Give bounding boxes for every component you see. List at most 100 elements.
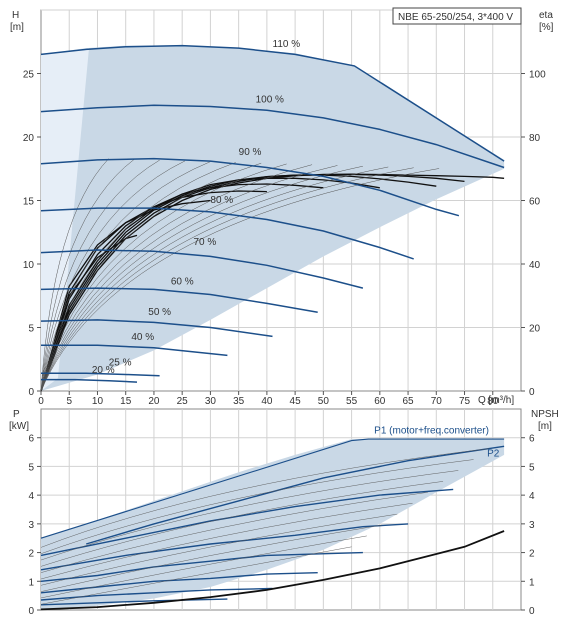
- p-axis-unit: [kW]: [9, 421, 29, 432]
- eta-curve: [40, 199, 211, 392]
- y-tick-label: 15: [23, 197, 35, 208]
- npsh-line: [40, 530, 505, 611]
- eta-fan-line: [40, 165, 338, 392]
- head-curve: [40, 157, 460, 217]
- x-tick-label: 0: [38, 396, 44, 407]
- top-head-curves: 110 % 100 % 90 % 80 % 70 % 60 % 50 % 40 % 25 %20…: [40, 39, 505, 383]
- head-curve-label: 40 %: [131, 332, 154, 343]
- npsh-curve: [40, 530, 505, 611]
- head-curve-label: 90 %: [239, 147, 262, 158]
- eta-curve: [40, 173, 505, 392]
- power-fan-line: [40, 502, 413, 580]
- p-tick-label: 0: [28, 606, 34, 617]
- eta-fan-line: [40, 162, 262, 392]
- head-curve-label: 60 %: [171, 276, 194, 287]
- power-fan-line: [40, 481, 444, 567]
- head-curve-label: 100 %: [256, 95, 284, 106]
- eta-tick-label: 80: [529, 133, 541, 144]
- npsh-tick-label: 5: [529, 462, 535, 473]
- x-tick-label: 30: [205, 396, 217, 407]
- eta-curve: [40, 190, 267, 392]
- p-axis-label: P: [13, 409, 20, 420]
- npsh-tick-label: 3: [529, 520, 535, 531]
- eta-fan-line: [40, 167, 414, 392]
- power-curve: [40, 551, 363, 582]
- eta-fan-line: [40, 158, 109, 392]
- x-tick-label: 45: [290, 396, 302, 407]
- head-curve-label: 70 %: [193, 237, 216, 248]
- eta-fan-line: [40, 162, 236, 392]
- top-axes: 0 5 10 15 20 25 30 35 40 45 50 55 60 65 70 75 80 0 5 10 15 20…: [23, 70, 546, 408]
- power-fan-line: [40, 535, 367, 599]
- top-eta-curves: [40, 158, 505, 392]
- x-tick-label: 10: [92, 396, 104, 407]
- head-curve: [41, 344, 228, 357]
- x-tick-label: 5: [66, 396, 72, 407]
- npsh-axis-label: NPSH: [531, 409, 559, 420]
- eta-fan-line: [40, 159, 160, 392]
- npsh-tick-label: 6: [529, 434, 535, 445]
- npsh-tick-label: 4: [529, 491, 535, 502]
- head-curve: [41, 372, 160, 377]
- p-tick-label: 3: [28, 520, 34, 531]
- eta-axis-label: eta: [539, 10, 553, 21]
- y-tick-label: 10: [23, 260, 35, 271]
- p-tick-label: 5: [28, 462, 34, 473]
- chart-title: NBE 65-250/254, 3*400 V: [398, 12, 513, 23]
- x-tick-label: 55: [346, 396, 358, 407]
- x-tick-label: 80: [487, 396, 499, 407]
- h-axis-unit: [m]: [10, 22, 24, 33]
- power-fan-line: [40, 459, 474, 554]
- power-curve-label: P1 (motor+freq.converter): [374, 425, 489, 436]
- x-tick-label: 40: [261, 396, 273, 407]
- eta-fan-line: [40, 163, 287, 392]
- eta-curve: [40, 177, 380, 392]
- head-curve-label: 25 %: [109, 358, 132, 369]
- p-tick-label: 4: [28, 491, 34, 502]
- power-fan-line: [40, 546, 352, 605]
- eta-fan-line: [40, 160, 186, 392]
- head-curve-label: 20 %: [92, 365, 115, 376]
- x-tick-label: 35: [233, 396, 245, 407]
- eta-tick-label: 20: [529, 324, 541, 335]
- y-tick-label: 0: [28, 387, 34, 398]
- head-curve: [41, 378, 138, 383]
- power-fan-line: [40, 470, 459, 561]
- head-curve-label: 50 %: [148, 307, 171, 318]
- eta-fan-line: [40, 159, 135, 392]
- p-tick-label: 2: [28, 549, 34, 560]
- power-fan-line: [40, 448, 489, 548]
- head-curve: [40, 207, 414, 260]
- envelope-left-band: [41, 48, 89, 391]
- head-curve-label: 110 %: [273, 39, 301, 50]
- head-curve: [40, 319, 273, 338]
- x-tick-label: 65: [402, 396, 414, 407]
- head-curve: [40, 249, 364, 289]
- chart-title-box: [392, 7, 522, 25]
- x-tick-label: 50: [318, 396, 330, 407]
- power-fan-line: [40, 513, 398, 586]
- eta-axis-unit: [%]: [539, 22, 554, 33]
- power-curve: [40, 523, 409, 571]
- head-curve: [40, 287, 318, 314]
- y-tick-label: 5: [28, 324, 34, 335]
- power-fan-line: [40, 492, 428, 573]
- q-axis-label: Q [m³/h]: [478, 395, 514, 406]
- eta-tick-label: 0: [529, 387, 535, 398]
- p-tick-label: 1: [28, 577, 34, 588]
- p-tick-label: 6: [28, 434, 34, 445]
- npsh-axis-unit: [m]: [538, 421, 552, 432]
- eta-tick-label: 60: [529, 197, 541, 208]
- head-curve: [40, 104, 505, 169]
- power-curve: [40, 438, 505, 539]
- x-tick-label: 25: [177, 396, 189, 407]
- x-tick-label: 75: [459, 396, 471, 407]
- h-axis-label: H: [12, 10, 19, 21]
- npsh-tick-label: 2: [529, 549, 535, 560]
- bottom-axes: 0 1 2 3 4 5 6 0 1 2 3 4 5 6: [28, 434, 535, 617]
- eta-tick-label: 40: [529, 260, 541, 271]
- y-tick-label: 25: [23, 70, 35, 81]
- x-tick-label: 15: [120, 396, 132, 407]
- y-tick-label: 20: [23, 133, 35, 144]
